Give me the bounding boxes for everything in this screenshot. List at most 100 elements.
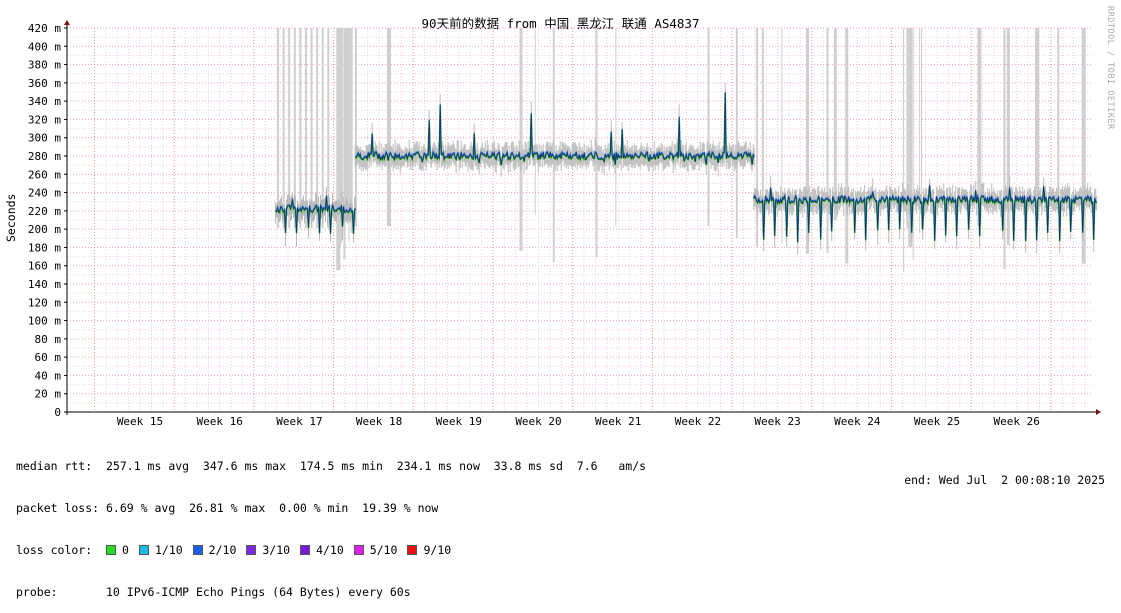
loss-bar: [912, 28, 914, 260]
loss-legend-item: 5/10: [353, 543, 398, 557]
x-tick-label: Week 18: [356, 415, 402, 428]
x-tick-label: Week 19: [436, 415, 482, 428]
y-tick-label: 160 m: [28, 260, 61, 273]
loss-legend-label: 1/10: [154, 543, 183, 557]
x-tick-label: Week 23: [754, 415, 800, 428]
loss-bar: [903, 28, 905, 272]
loss-bar: [348, 28, 351, 223]
loss-bar: [707, 28, 710, 227]
loss-bar: [735, 28, 738, 239]
median-line-dark: [753, 185, 1097, 243]
x-tick-label: Week 20: [515, 415, 561, 428]
loss-legend-label: 4/10: [316, 543, 344, 557]
loss-legend-item: 1/10: [138, 543, 183, 557]
y-axis-arrow: [64, 20, 70, 25]
loss-bar: [277, 28, 280, 228]
loss-bar: [519, 28, 523, 251]
loss-bar: [921, 28, 923, 229]
y-tick-label: 380 m: [28, 59, 61, 72]
loss-color-legend: loss color: 0 1/10 2/10 3/10 4/10 5/10 9/10: [16, 543, 646, 557]
loss-bar: [845, 28, 849, 264]
x-tick-label: Week 21: [595, 415, 641, 428]
loss-legend-swatch: [246, 545, 257, 555]
loss-bar: [327, 28, 330, 228]
median-rtt-line: median rtt: 257.1 ms avg 347.6 ms max 17…: [16, 459, 647, 473]
smokeping-chart: 0 20 m 40 m 60 m 80 m 100 m 120 m 140 m 160 m 180…: [28, 20, 1101, 428]
y-tick-label: 360 m: [28, 77, 61, 90]
y-tick-label: 40 m: [35, 369, 62, 382]
y-tick-label: 220 m: [28, 205, 61, 218]
loss-bar: [386, 28, 391, 227]
loss-bar: [1006, 28, 1010, 246]
x-tick-label: Week 26: [994, 415, 1040, 428]
y-tick-label: 0: [54, 406, 61, 419]
y-tick-label: 200 m: [28, 223, 61, 236]
y-tick-label: 60 m: [35, 351, 62, 364]
loss-legend-swatch: [192, 545, 203, 555]
median-line-blue: [753, 184, 1097, 242]
loss-bar: [346, 28, 349, 222]
loss-legend-item: 9/10: [407, 543, 451, 557]
loss-bar: [304, 28, 307, 228]
y-tick-label: 300 m: [28, 132, 61, 145]
loss-bar: [908, 28, 913, 248]
y-tick-label: 420 m: [28, 22, 61, 35]
packet-loss-line: packet loss: 6.69 % avg 26.81 % max 0.00…: [16, 501, 439, 515]
loss-bar: [1081, 28, 1086, 264]
loss-bar: [288, 28, 291, 228]
loss-bar: [919, 28, 921, 234]
loss-legend-label: 5/10: [369, 543, 398, 557]
y-tick-label: 80 m: [35, 333, 62, 346]
loss-legend-label: 0: [122, 543, 129, 557]
x-axis-arrow: [1096, 409, 1101, 415]
median-line-dark: [355, 92, 755, 166]
loss-legend-swatch: [138, 545, 149, 555]
loss-bar: [339, 28, 342, 246]
loss-legend-swatch: [407, 545, 418, 555]
y-tick-label: 20 m: [35, 388, 62, 401]
x-tick-label: Week 15: [117, 415, 163, 428]
rrdtool-watermark: RRDTOOL / TOBI OETIKER: [1105, 6, 1115, 130]
loss-bar: [977, 28, 982, 226]
x-tick-label: Week 24: [834, 415, 881, 428]
stats-block: median rtt: 257.1 ms avg 347.6 ms max 17…: [16, 431, 646, 613]
loss-bar: [552, 28, 555, 263]
loss-bar: [1035, 28, 1040, 221]
y-tick-label: 180 m: [28, 241, 61, 254]
y-tick-label: 400 m: [28, 40, 61, 53]
loss-bar: [833, 28, 837, 220]
loss-bar: [1057, 28, 1060, 214]
loss-bar: [781, 28, 783, 245]
loss-legend-swatch: [300, 545, 311, 555]
loss-bar: [293, 28, 296, 228]
loss-legend-item: 2/10: [192, 543, 237, 557]
loss-bar: [337, 28, 340, 270]
median-line-dark: [275, 196, 356, 234]
loss-legend-label: 3/10: [262, 543, 291, 557]
loss-bar: [310, 28, 313, 228]
loss-bar: [321, 28, 324, 228]
loss-bar: [354, 28, 357, 226]
loss-legend-item: 4/10: [300, 543, 344, 557]
loss-legend-label: 2/10: [208, 543, 237, 557]
loss-bar: [826, 28, 829, 254]
loss-bar: [343, 28, 346, 259]
loss-bar: [756, 28, 759, 248]
x-tick-label: Week 17: [276, 415, 322, 428]
loss-bar: [282, 28, 285, 228]
y-tick-label: 100 m: [28, 315, 61, 328]
chart-title: 90天前的数据 from 中国 黑龙江 联通 AS4837: [421, 16, 700, 31]
y-tick-label: 140 m: [28, 278, 61, 291]
loss-legend-swatch: [106, 545, 117, 555]
x-tick-label: Week 16: [197, 415, 243, 428]
loss-bar: [350, 28, 353, 234]
y-tick-label: 240 m: [28, 187, 61, 200]
loss-legend-item: 3/10: [246, 543, 290, 557]
loss-bar: [615, 28, 617, 226]
y-tick-label: 260 m: [28, 168, 61, 181]
loss-bar: [806, 28, 810, 254]
loss-bar: [339, 28, 343, 222]
loss-bar: [299, 28, 302, 228]
loss-bar: [534, 28, 536, 215]
loss-legend-swatch: [353, 545, 364, 555]
